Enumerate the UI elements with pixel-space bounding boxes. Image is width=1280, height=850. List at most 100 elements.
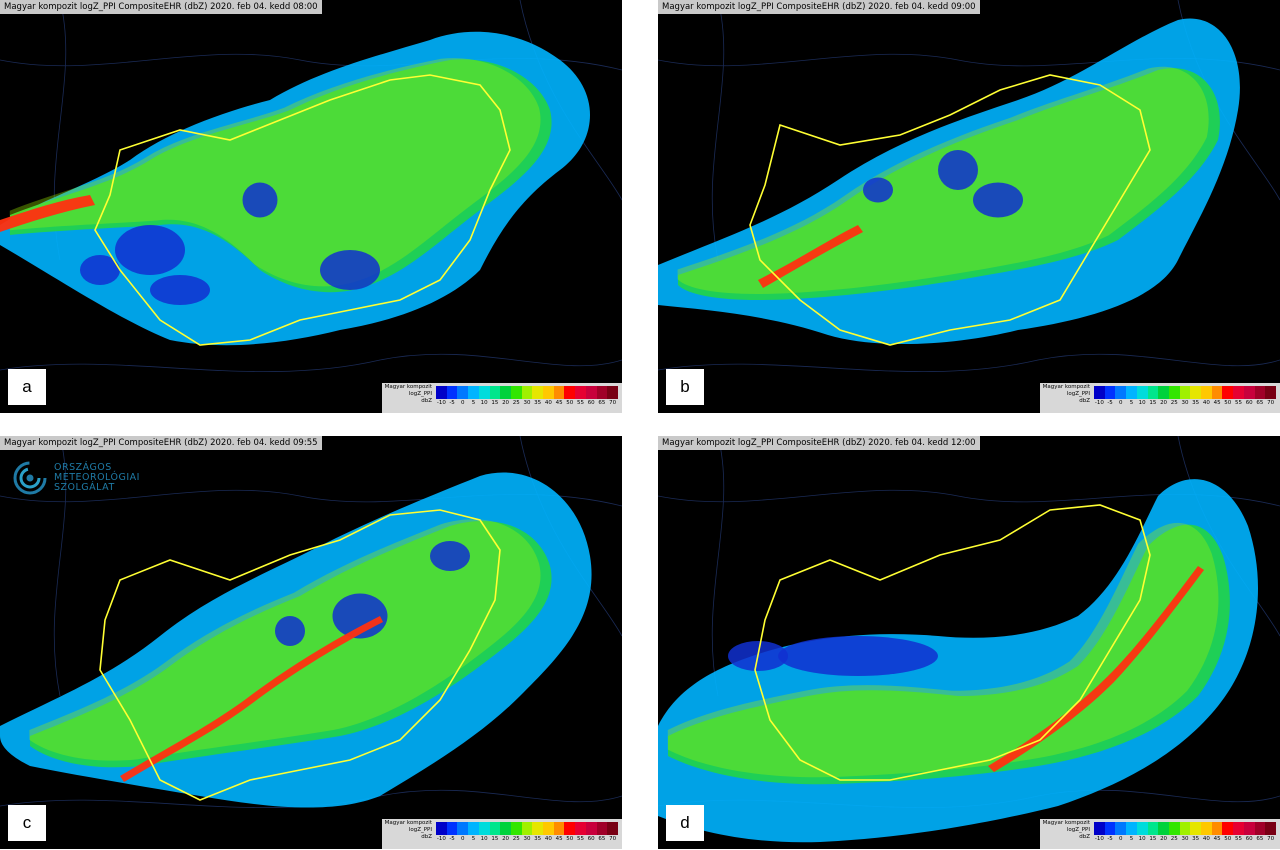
legend-swatch <box>1243 822 1255 835</box>
legend-swatch <box>1190 822 1202 835</box>
hungary-border <box>94 74 511 346</box>
legend-swatch <box>468 386 479 399</box>
reflectivity-area-intense <box>0 195 95 232</box>
legend-tick-label: 70 <box>1267 400 1275 406</box>
legend-ticks: -10 -5 0 5 10 15 20 25 30 35 40 45 50 55 60 65 70 <box>436 836 618 842</box>
legend-tick-label: 35 <box>1192 400 1200 406</box>
legend-tick-label: 5 <box>471 836 476 842</box>
legend-ticks: -10 -5 0 5 10 15 20 25 30 35 40 45 50 55 60 65 70 <box>1094 836 1276 842</box>
legend-tick-label: 35 <box>534 400 542 406</box>
low-reflectivity-patch <box>973 182 1023 218</box>
legend-tick-label: -10 <box>1094 400 1104 406</box>
legend-swatch <box>1168 386 1180 399</box>
legend-tick-label: 10 <box>1138 836 1146 842</box>
legend-tick-label: -10 <box>436 836 446 842</box>
legend-swatch <box>1243 386 1255 399</box>
legend-swatch <box>585 822 597 835</box>
dbz-color-legend: Magyar kompozit logZ_PPI dbZ -10 -5 0 5 10 15… <box>382 383 622 413</box>
legend-swatch <box>1222 386 1234 399</box>
legend-tick-label: 0 <box>1119 400 1123 406</box>
legend-swatch <box>1136 386 1148 399</box>
legend-tick-label: -5 <box>449 400 455 406</box>
legend-tick-label: 50 <box>566 836 574 842</box>
legend-swatch <box>596 822 608 835</box>
low-reflectivity-patch <box>150 275 210 305</box>
legend-swatch <box>1211 822 1223 835</box>
legend-tick-label: 25 <box>1170 836 1178 842</box>
panel-title: Magyar kompozit logZ_PPI CompositeEHR (d… <box>658 0 980 14</box>
legend-color-bar <box>436 822 618 835</box>
legend-swatch <box>521 386 533 399</box>
legend-tick-label: 0 <box>1119 836 1123 842</box>
legend-tick-label: -5 <box>1107 400 1113 406</box>
legend-swatch <box>436 822 447 835</box>
panel-letter: b <box>666 369 704 405</box>
legend-swatch <box>532 386 544 399</box>
legend-tick-label: 25 <box>512 400 520 406</box>
legend-swatch <box>1254 822 1266 835</box>
legend-swatch <box>553 822 565 835</box>
legend-swatch <box>468 822 479 835</box>
radar-panel-d: Magyar kompozit logZ_PPI CompositeEHR (d… <box>658 436 1280 849</box>
legend-tick-label: 65 <box>598 400 606 406</box>
legend-tick-label: 55 <box>1234 836 1242 842</box>
legend-tick-label: 50 <box>566 400 574 406</box>
legend-swatch <box>1265 822 1276 835</box>
legend-swatch <box>1094 386 1105 399</box>
legend-tick-label: 10 <box>480 836 488 842</box>
legend-tick-label: 45 <box>1213 836 1221 842</box>
legend-swatch <box>585 386 597 399</box>
legend-swatch <box>1126 386 1137 399</box>
legend-swatch <box>1201 386 1212 399</box>
radar-panel-b: Magyar kompozit logZ_PPI CompositeEHR (d… <box>658 0 1280 413</box>
legend-tick-label: 0 <box>461 836 465 842</box>
hungary-border <box>749 74 1151 346</box>
reflectivity-area-moderate <box>668 524 1230 785</box>
legend-swatch <box>1233 386 1244 399</box>
legend-swatch <box>1168 822 1180 835</box>
legend-tick-label: 35 <box>1192 836 1200 842</box>
legend-swatch <box>564 822 576 835</box>
legend-tick-label: 40 <box>1202 400 1210 406</box>
legend-tick-label: 60 <box>587 836 595 842</box>
legend-tick-label: 40 <box>544 836 552 842</box>
hungary-border <box>754 504 1151 781</box>
legend-swatch <box>510 822 522 835</box>
legend-tick-label: 30 <box>1181 400 1189 406</box>
legend-tick-label: 45 <box>1213 400 1221 406</box>
legend-tick-label: 40 <box>544 400 552 406</box>
legend-ticks: -10 -5 0 5 10 15 20 25 30 35 40 45 50 55 60 65 70 <box>1094 400 1276 406</box>
legend-swatch <box>446 386 458 399</box>
radar-map <box>658 0 1280 373</box>
legend-swatch <box>543 386 554 399</box>
legend-tick-label: 25 <box>1170 400 1178 406</box>
legend-color-bar <box>436 386 618 399</box>
legend-ticks: -10 -5 0 5 10 15 20 25 30 35 40 45 50 55 60 65 70 <box>436 400 618 406</box>
panel-letter: d <box>666 805 704 841</box>
legend-tick-label: 20 <box>502 836 510 842</box>
legend-tick-label: 35 <box>534 836 542 842</box>
legend-tick-label: 60 <box>1245 836 1253 842</box>
legend-tick-label: 10 <box>1138 400 1146 406</box>
legend-tick-label: 5 <box>1129 836 1134 842</box>
low-reflectivity-patch <box>938 150 978 190</box>
legend-tick-label: 30 <box>523 400 531 406</box>
legend-swatch <box>553 386 565 399</box>
legend-swatch <box>500 386 511 399</box>
legend-tick-label: 15 <box>491 400 499 406</box>
legend-tick-label: 45 <box>555 836 563 842</box>
reflectivity-area-moderate <box>10 59 552 293</box>
legend-swatch <box>575 822 586 835</box>
legend-tick-label: 55 <box>576 836 584 842</box>
legend-swatch <box>478 386 490 399</box>
legend-tick-label: 55 <box>576 400 584 406</box>
legend-swatch <box>607 822 618 835</box>
legend-tick-label: 20 <box>502 400 510 406</box>
legend-swatch <box>436 386 447 399</box>
legend-tick-label: 15 <box>1149 400 1157 406</box>
legend-swatch <box>446 822 458 835</box>
legend-tick-label: 65 <box>598 836 606 842</box>
low-reflectivity-patch <box>115 225 185 275</box>
legend-swatch <box>1136 822 1148 835</box>
low-reflectivity-patch <box>242 182 278 218</box>
